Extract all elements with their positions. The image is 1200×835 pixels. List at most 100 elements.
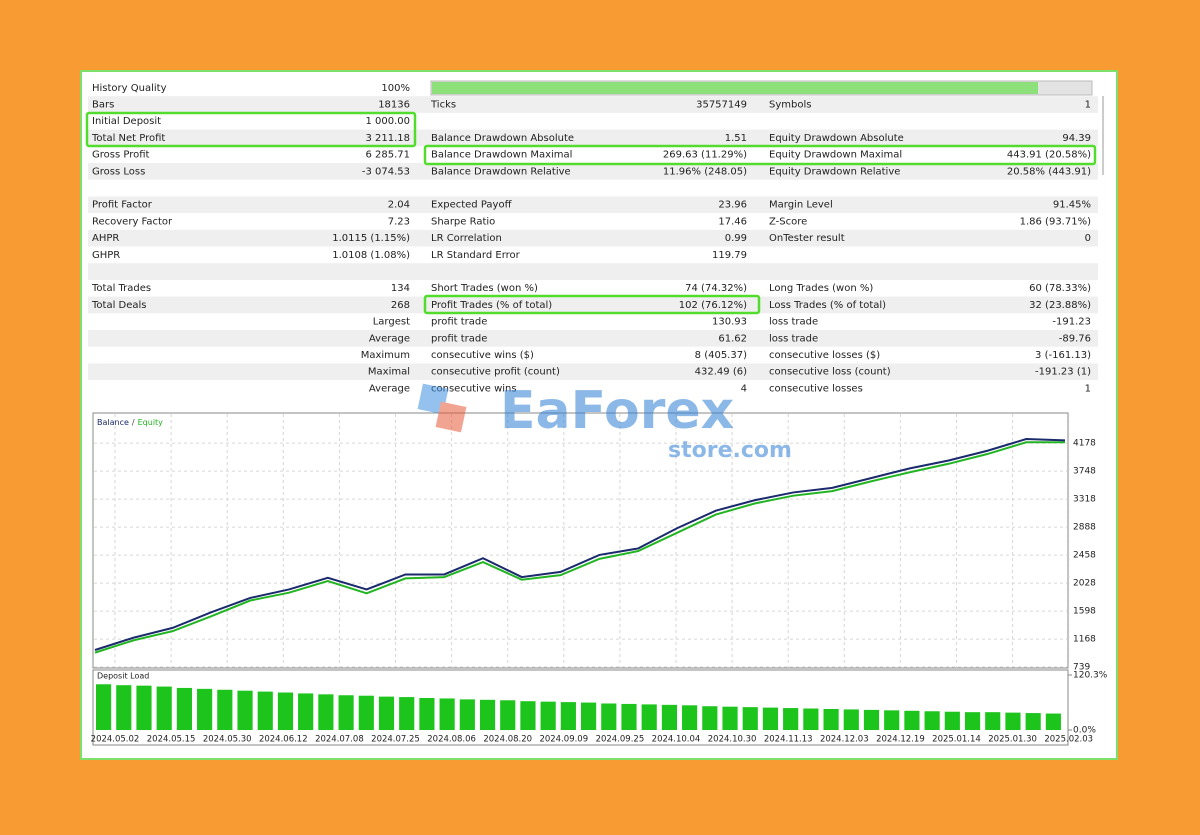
cell-value: 130.93 [712, 317, 747, 328]
x-tick-label: 2024.08.06 [427, 735, 476, 745]
deposit-bar [884, 710, 900, 730]
deposit-bar [803, 708, 819, 730]
balance-line [94, 438, 1066, 651]
cell-label: Balance Drawdown Absolute [431, 133, 574, 144]
cell-value: 1.51 [725, 133, 747, 144]
cell-value: 3 211.18 [365, 133, 410, 144]
highlight [423, 294, 761, 315]
y-tick-label: 3318 [1073, 495, 1096, 505]
cell-label: Symbols [769, 100, 811, 111]
deposit-bar [176, 687, 192, 730]
y-tick-label: 4178 [1073, 439, 1096, 449]
x-tick-label: 2024.10.04 [652, 735, 701, 745]
cell-label: Equity Drawdown Absolute [769, 133, 904, 144]
row-shade [88, 163, 1098, 180]
cell-value: 17.46 [718, 216, 747, 227]
cell-value: 3 (-161.13) [1035, 350, 1091, 361]
cell-value: 91.45% [1053, 200, 1091, 211]
x-tick-label: 2024.08.20 [483, 735, 532, 745]
cell-value: 94.39 [1062, 133, 1091, 144]
chart: 739 1168 1598 2028 2458 2888 3318 3748 4178 2024.… [91, 414, 1108, 745]
cell-label: Expected Payoff [431, 200, 513, 211]
cell-value: 1.86 (93.71%) [1020, 216, 1091, 227]
cell-label: Total Deals [91, 300, 147, 311]
deposit-bar [136, 685, 152, 730]
x-tick-label: 2024.05.30 [203, 735, 252, 745]
cell-value: 20.58% (443.91) [1007, 166, 1091, 177]
cell-label: Gross Loss [92, 166, 145, 177]
x-tick-label: 2025.02.03 [1044, 735, 1093, 745]
cell-value: 35757149 [696, 100, 747, 111]
cell-label: OnTester result [769, 233, 845, 244]
cell-value: 134 [391, 283, 410, 294]
cell-value: 23.96 [718, 200, 747, 211]
deposit-bar [621, 703, 637, 730]
y-tick-label: 1168 [1073, 635, 1096, 645]
history-quality-label: History Quality [92, 83, 167, 94]
deposit-bar [500, 700, 516, 730]
x-tick-label: 2024.12.03 [820, 735, 869, 745]
cell-label: Bars [92, 100, 114, 111]
cell-label: Sharpe Ratio [431, 216, 495, 227]
deposit-bar [378, 696, 395, 730]
deposit-bar [904, 710, 920, 730]
row-shade [88, 96, 1098, 113]
cell-label: Profit Trades (% of total) [431, 300, 552, 311]
cell-label: Ticks [430, 100, 456, 111]
deposit-bar [156, 686, 172, 730]
x-tick-label: 2024.05.15 [147, 735, 196, 745]
deposit-bar [116, 685, 132, 730]
row-shade [88, 196, 1098, 214]
cell-label: consecutive wins ($) [431, 350, 534, 361]
legend-item: Equity [138, 418, 164, 427]
deposit-bar [601, 703, 617, 730]
x-tick-label: 2025.01.14 [932, 735, 981, 745]
cell-value: 1 000.00 [365, 116, 410, 127]
cell-value: -3 074.53 [362, 166, 410, 177]
logo [435, 401, 467, 433]
deposit-bar [581, 702, 597, 730]
deposit-bar [298, 693, 314, 730]
legend-item: / [132, 418, 135, 427]
deposit-bar [924, 711, 940, 730]
cell-value: Largest [373, 317, 410, 328]
cell-label: Short Trades (won %) [431, 283, 538, 294]
cell-label: profit trade [431, 317, 487, 328]
cell-value: 60 (78.33%) [1029, 283, 1091, 294]
cell-label: Total Net Profit [91, 133, 165, 144]
cell-value: 269.63 (11.29%) [663, 150, 747, 161]
deposit-bar [783, 708, 799, 730]
cell-value: 2.04 [388, 200, 410, 211]
deposit-bar [863, 709, 880, 730]
deposit-bar [702, 706, 718, 730]
cell-value: 0 [1085, 233, 1091, 244]
cell-value: 6 285.71 [365, 150, 410, 161]
cell-value: Maximum [361, 350, 410, 361]
x-tick-label: 2024.07.08 [315, 735, 364, 745]
cell-label: Balance Drawdown Maximal [431, 150, 572, 161]
cell-label: loss trade [769, 333, 818, 344]
cell-label: GHPR [92, 250, 120, 261]
y-tick-label: 2028 [1073, 579, 1096, 589]
history-quality-value: 100% [381, 83, 410, 94]
cell-value: Maximal [368, 367, 410, 378]
cell-label: Equity Drawdown Maximal [769, 150, 902, 161]
deposit-bar [399, 697, 415, 730]
y-tick-label: 120.3% [1073, 671, 1108, 681]
deposit-bar [641, 704, 657, 730]
deposit-bar [985, 712, 1001, 730]
progress-fill [432, 82, 1038, 94]
cell-value: 7.23 [388, 216, 410, 227]
cell-value: 4 [741, 383, 747, 394]
deposit-bar [479, 699, 496, 730]
deposit-bar [237, 690, 253, 730]
cell-label: Initial Deposit [92, 116, 161, 127]
deposit-bar [1005, 712, 1021, 730]
deposit-bar [338, 695, 354, 730]
y-tick-label: 3748 [1073, 467, 1096, 477]
deposit-bar [318, 694, 334, 730]
row-shade [88, 129, 1098, 147]
deposit-bar [964, 712, 981, 730]
y-tick-label: 0.0% [1073, 726, 1096, 736]
deposit-bar [520, 701, 536, 730]
